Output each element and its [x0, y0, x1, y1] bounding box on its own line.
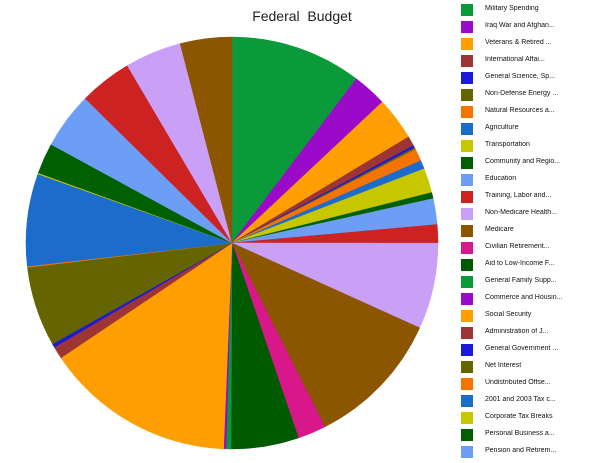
- legend-item: Non-Defense Energy ...: [461, 88, 600, 102]
- legend-item: Education: [461, 173, 600, 187]
- legend-label: Social Security: [485, 311, 532, 318]
- pie-slice-14: [231, 242, 421, 428]
- legend-label: Transportation: [485, 141, 530, 148]
- legend-swatch: [461, 123, 473, 135]
- legend-item: Pension and Retirem...: [461, 445, 600, 459]
- legend-label: Personal Business a...: [485, 430, 555, 437]
- legend-label: General Science, Sp...: [485, 73, 556, 80]
- pie-chart: [25, 36, 439, 450]
- legend-swatch: [461, 310, 473, 322]
- legend-swatch: [461, 38, 473, 50]
- legend-swatch: [461, 395, 473, 407]
- legend-label: General Family Supp...: [485, 277, 557, 284]
- legend-label: Veterans & Retired ...: [485, 39, 552, 46]
- legend-item: General Science, Sp...: [461, 71, 600, 85]
- legend-label: Net Interest: [485, 362, 522, 369]
- legend-swatch: [461, 208, 473, 220]
- legend-label: General Government ...: [485, 345, 559, 352]
- legend-item: General Family Supp...: [461, 275, 600, 289]
- legend-item: Net Interest: [461, 360, 600, 374]
- legend-label: Non-Medicare Health...: [485, 209, 557, 216]
- legend-swatch: [461, 157, 473, 169]
- legend-label: Civilian Retirement...: [485, 243, 550, 250]
- legend-item: Transportation: [461, 139, 600, 153]
- legend-swatch: [461, 361, 473, 373]
- legend-item: Veterans & Retired ...: [461, 37, 600, 51]
- legend-item: Social Security: [461, 309, 600, 323]
- legend-label: Iraq War and Afghan...: [485, 22, 555, 29]
- legend-label: Commerce and Housin...: [485, 294, 563, 301]
- legend-item: Iraq War and Afghan...: [461, 20, 600, 34]
- legend-swatch: [461, 446, 473, 458]
- legend-label: Aid to Low-Income F...: [485, 260, 555, 267]
- legend-swatch: [461, 140, 473, 152]
- legend-swatch: [461, 4, 473, 16]
- legend-item: 2001 and 2003 Tax c...: [461, 394, 600, 408]
- legend-label: Agriculture: [485, 124, 519, 131]
- legend-item: Agriculture: [461, 122, 600, 136]
- legend-swatch: [461, 191, 473, 203]
- legend-swatch: [461, 259, 473, 271]
- pie-slice-1: [231, 36, 357, 244]
- legend-item: Community and Regio...: [461, 156, 600, 170]
- pie-slice-30: [179, 36, 233, 244]
- legend-item: General Government ...: [461, 343, 600, 357]
- legend-item: Military Spending: [461, 3, 600, 17]
- legend-swatch: [461, 21, 473, 33]
- legend-label: Medicare: [485, 226, 514, 233]
- legend-item: Undistributed Offse...: [461, 377, 600, 391]
- legend-item: International Affai...: [461, 54, 600, 68]
- legend-item: Commerce and Housin...: [461, 292, 600, 306]
- legend-label: Community and Regio...: [485, 158, 561, 165]
- legend-swatch: [461, 55, 473, 67]
- pie-slice-19: [60, 242, 233, 450]
- legend-label: Natural Resources a...: [485, 107, 555, 114]
- legend-label: Non-Defense Energy ...: [485, 90, 559, 97]
- legend-label: Administration of J...: [485, 328, 549, 335]
- legend-label: Military Spending: [485, 5, 539, 12]
- legend-item: Personal Business a...: [461, 428, 600, 442]
- legend-item: Corporate Tax Breaks: [461, 411, 600, 425]
- legend-label: Training, Labor and...: [485, 192, 552, 199]
- legend-swatch: [461, 242, 473, 254]
- legend-swatch: [461, 412, 473, 424]
- legend-item: Aid to Low-Income F...: [461, 258, 600, 272]
- legend-label: 2001 and 2003 Tax c...: [485, 396, 556, 403]
- legend-swatch: [461, 89, 473, 101]
- legend-swatch: [461, 72, 473, 84]
- legend-item: Training, Labor and...: [461, 190, 600, 204]
- chart-title: Federal Budget: [252, 8, 352, 24]
- legend-label: International Affai...: [485, 56, 545, 63]
- legend-label: Education: [485, 175, 517, 182]
- legend-label: Undistributed Offse...: [485, 379, 551, 386]
- legend-swatch: [461, 174, 473, 186]
- legend-swatch: [461, 106, 473, 118]
- legend-swatch: [461, 225, 473, 237]
- legend-swatch: [461, 344, 473, 356]
- legend-swatch: [461, 429, 473, 441]
- legend-swatch: [461, 293, 473, 305]
- legend-swatch: [461, 276, 473, 288]
- legend-item: Natural Resources a...: [461, 105, 600, 119]
- legend-item: Administration of J...: [461, 326, 600, 340]
- legend-item: Non-Medicare Health...: [461, 207, 600, 221]
- legend-label: Pension and Retirem...: [485, 447, 557, 454]
- legend-label: Corporate Tax Breaks: [485, 413, 553, 420]
- legend-swatch: [461, 327, 473, 339]
- legend-item: Medicare: [461, 224, 600, 238]
- legend-swatch: [461, 378, 473, 390]
- legend-item: Civilian Retirement...: [461, 241, 600, 255]
